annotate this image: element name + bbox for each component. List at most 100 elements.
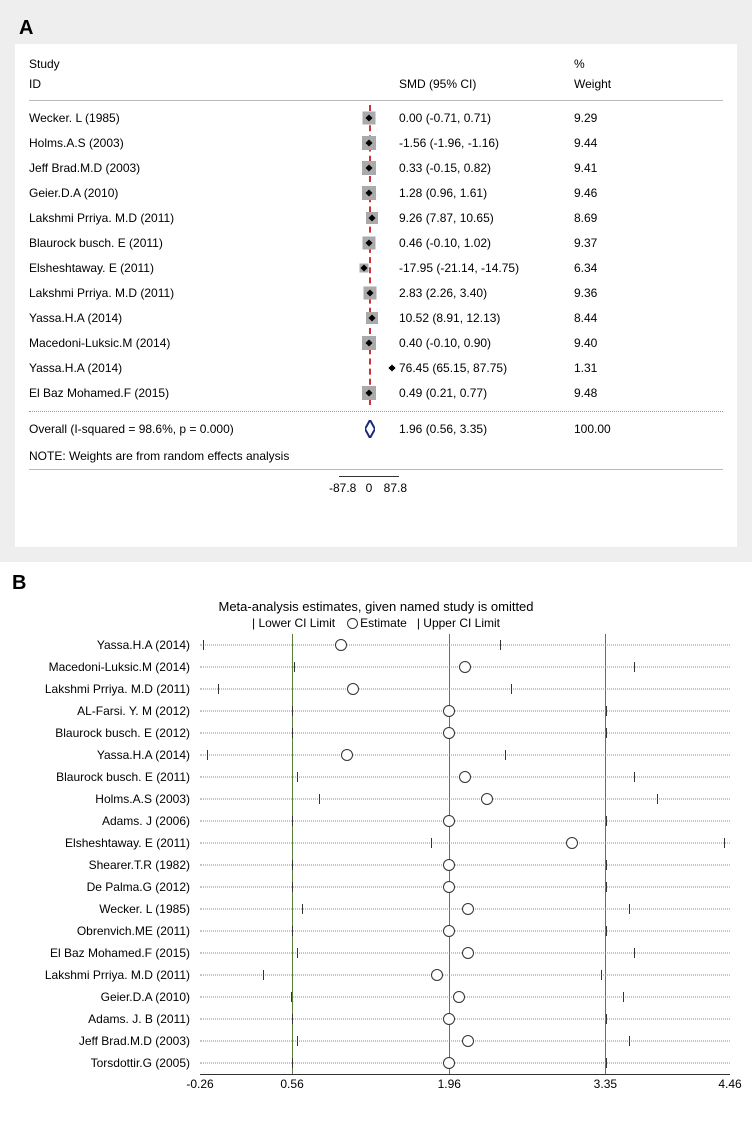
loo-track — [200, 722, 730, 744]
loo-row: Holms.A.S (2003) — [200, 788, 730, 810]
overall-diamond — [365, 420, 375, 438]
header-id: ID — [29, 77, 339, 91]
forest-row: Jeff Brad.M.D (2003)0.33 (-0.15, 0.82)9.… — [29, 155, 723, 180]
panel-b: B Meta-analysis estimates, given named s… — [0, 562, 752, 1119]
study-label: Jeff Brad.M.D (2003) — [29, 161, 339, 175]
forest-row: Blaurock busch. E (2011)0.46 (-0.10, 1.0… — [29, 230, 723, 255]
panel-b-label: B — [12, 572, 742, 595]
smd-value: 0.00 (-0.71, 0.71) — [399, 111, 574, 125]
header-study: Study — [29, 57, 339, 71]
plot-cell — [339, 255, 399, 280]
loo-study-label: Obrenvich.ME (2011) — [0, 924, 190, 938]
loo-title: Meta-analysis estimates, given named stu… — [10, 599, 742, 614]
loo-track — [200, 1052, 730, 1074]
loo-row: De Palma.G (2012) — [200, 876, 730, 898]
loo-track — [200, 986, 730, 1008]
loo-estimate-circle — [443, 859, 455, 871]
study-label: Yassa.H.A (2014) — [29, 311, 339, 325]
loo-row: AL-Farsi. Y. M (2012) — [200, 700, 730, 722]
loo-study-label: Blaurock busch. E (2011) — [0, 770, 190, 784]
plot-cell — [339, 205, 399, 230]
loo-study-label: El Baz Mohamed.F (2015) — [0, 946, 190, 960]
loo-track — [200, 942, 730, 964]
legend-upper: Upper CI Limit — [423, 616, 500, 630]
forest-row: Macedoni-Luksic.M (2014)0.40 (-0.10, 0.9… — [29, 330, 723, 355]
smd-value: 0.46 (-0.10, 1.02) — [399, 236, 574, 250]
plot-cell — [339, 180, 399, 205]
forest-note: NOTE: Weights are from random effects an… — [29, 449, 723, 463]
loo-track — [200, 920, 730, 942]
weight-value: 9.29 — [574, 111, 644, 125]
loo-row: Wecker. L (1985) — [200, 898, 730, 920]
loo-study-label: Macedoni-Luksic.M (2014) — [0, 660, 190, 674]
loo-track — [200, 788, 730, 810]
loo-row: Lakshmi Prriya. M.D (2011) — [200, 678, 730, 700]
loo-estimate-circle — [566, 837, 578, 849]
loo-estimate-circle — [443, 727, 455, 739]
loo-axis-tick: 0.56 — [280, 1077, 303, 1091]
loo-study-label: Holms.A.S (2003) — [0, 792, 190, 806]
loo-track — [200, 1008, 730, 1030]
study-label: Yassa.H.A (2014) — [29, 361, 339, 375]
plot-cell — [339, 355, 399, 380]
loo-track — [200, 634, 730, 656]
loo-row: El Baz Mohamed.F (2015) — [200, 942, 730, 964]
loo-track — [200, 832, 730, 854]
loo-study-label: Elsheshtaway. E (2011) — [0, 836, 190, 850]
forest-plot: Study % ID SMD (95% CI) Weight Wecker. L… — [15, 44, 737, 547]
smd-value: 2.83 (2.26, 3.40) — [399, 286, 574, 300]
smd-value: 0.49 (0.21, 0.77) — [399, 386, 574, 400]
loo-estimate-circle — [481, 793, 493, 805]
study-label: El Baz Mohamed.F (2015) — [29, 386, 339, 400]
loo-plot: Yassa.H.A (2014)Macedoni-Luksic.M (2014)… — [200, 634, 730, 1099]
loo-study-label: Geier.D.A (2010) — [0, 990, 190, 1004]
estimate-icon — [347, 618, 358, 629]
loo-estimate-circle — [453, 991, 465, 1003]
smd-value: 10.52 (8.91, 12.13) — [399, 311, 574, 325]
weight-value: 1.31 — [574, 361, 644, 375]
loo-row: Jeff Brad.M.D (2003) — [200, 1030, 730, 1052]
smd-value: 0.33 (-0.15, 0.82) — [399, 161, 574, 175]
loo-study-label: Torsdottir.G (2005) — [0, 1056, 190, 1070]
study-label: Lakshmi Prriya. M.D (2011) — [29, 211, 339, 225]
study-label: Macedoni-Luksic.M (2014) — [29, 336, 339, 350]
loo-row: Blaurock busch. E (2011) — [200, 766, 730, 788]
loo-ci-bar — [431, 838, 725, 848]
loo-study-label: Lakshmi Prriya. M.D (2011) — [0, 968, 190, 982]
loo-estimate-circle — [459, 661, 471, 673]
loo-row: Geier.D.A (2010) — [200, 986, 730, 1008]
loo-row: Adams. J. B (2011) — [200, 1008, 730, 1030]
loo-ci-bar — [207, 750, 507, 760]
loo-row: Lakshmi Prriya. M.D (2011) — [200, 964, 730, 986]
weight-value: 9.46 — [574, 186, 644, 200]
loo-estimate-circle — [431, 969, 443, 981]
loo-track — [200, 964, 730, 986]
loo-study-label: AL-Farsi. Y. M (2012) — [0, 704, 190, 718]
loo-estimate-circle — [347, 683, 359, 695]
loo-estimate-circle — [443, 1057, 455, 1069]
overall-label: Overall (I-squared = 98.6%, p = 0.000) — [29, 422, 339, 436]
loo-track — [200, 766, 730, 788]
weight-value: 9.36 — [574, 286, 644, 300]
overall-plot-cell — [339, 416, 399, 441]
study-label: Holms.A.S (2003) — [29, 136, 339, 150]
loo-row: Adams. J (2006) — [200, 810, 730, 832]
loo-row: Shearer.T.R (1982) — [200, 854, 730, 876]
plot-cell — [339, 155, 399, 180]
study-label: Geier.D.A (2010) — [29, 186, 339, 200]
header-weight-pct: % — [574, 57, 644, 71]
weight-value: 6.34 — [574, 261, 644, 275]
loo-row: Macedoni-Luksic.M (2014) — [200, 656, 730, 678]
weight-value: 8.44 — [574, 311, 644, 325]
loo-axis-tick: -0.26 — [186, 1077, 213, 1091]
loo-study-label: Adams. J. B (2011) — [0, 1012, 190, 1026]
panel-a: A Study % ID SMD (95% CI) Weight Wecker.… — [0, 0, 752, 562]
loo-study-label: Wecker. L (1985) — [0, 902, 190, 916]
legend-lower: Lower CI Limit — [258, 616, 335, 630]
axis-tick: 0 — [366, 477, 373, 495]
header-smd: SMD (95% CI) — [399, 77, 574, 91]
loo-study-label: Blaurock busch. E (2012) — [0, 726, 190, 740]
loo-estimate-circle — [462, 903, 474, 915]
legend-est: Estimate — [360, 616, 407, 630]
study-label: Lakshmi Prriya. M.D (2011) — [29, 286, 339, 300]
